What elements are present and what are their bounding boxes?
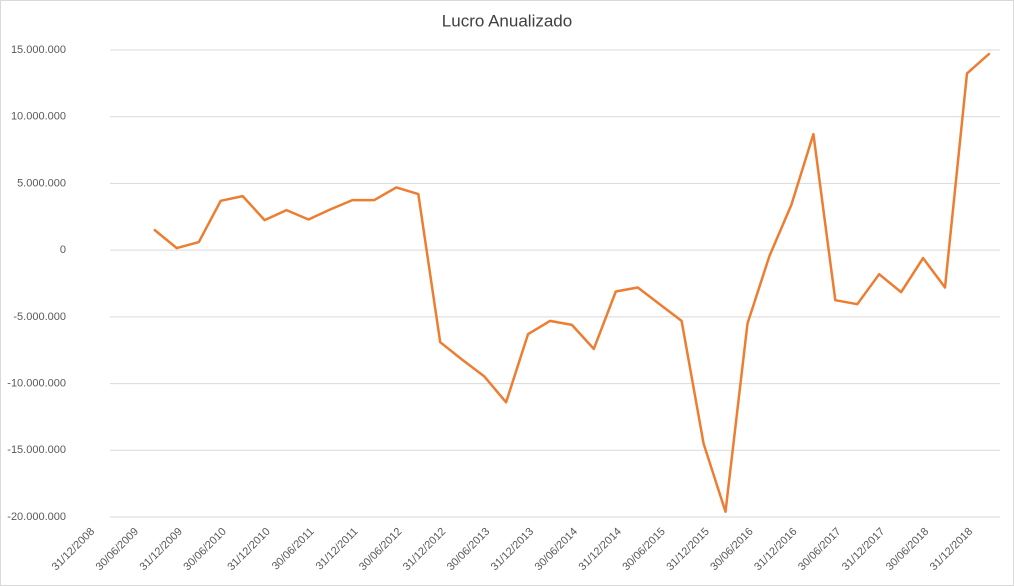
y-tick-label: 15.000.000	[11, 44, 66, 56]
y-tick-label: -10.000.000	[7, 377, 66, 389]
y-tick-label: -20.000.000	[7, 511, 66, 523]
y-tick-label: 0	[60, 244, 66, 256]
y-tick-label: -15.000.000	[7, 444, 66, 456]
y-tick-label: 5.000.000	[17, 177, 66, 189]
y-tick-label: -5.000.000	[13, 311, 66, 323]
data-line	[153, 52, 991, 513]
chart-title: Lucro Anualizado	[442, 11, 572, 30]
y-tick-label: 10.000.000	[11, 111, 66, 123]
